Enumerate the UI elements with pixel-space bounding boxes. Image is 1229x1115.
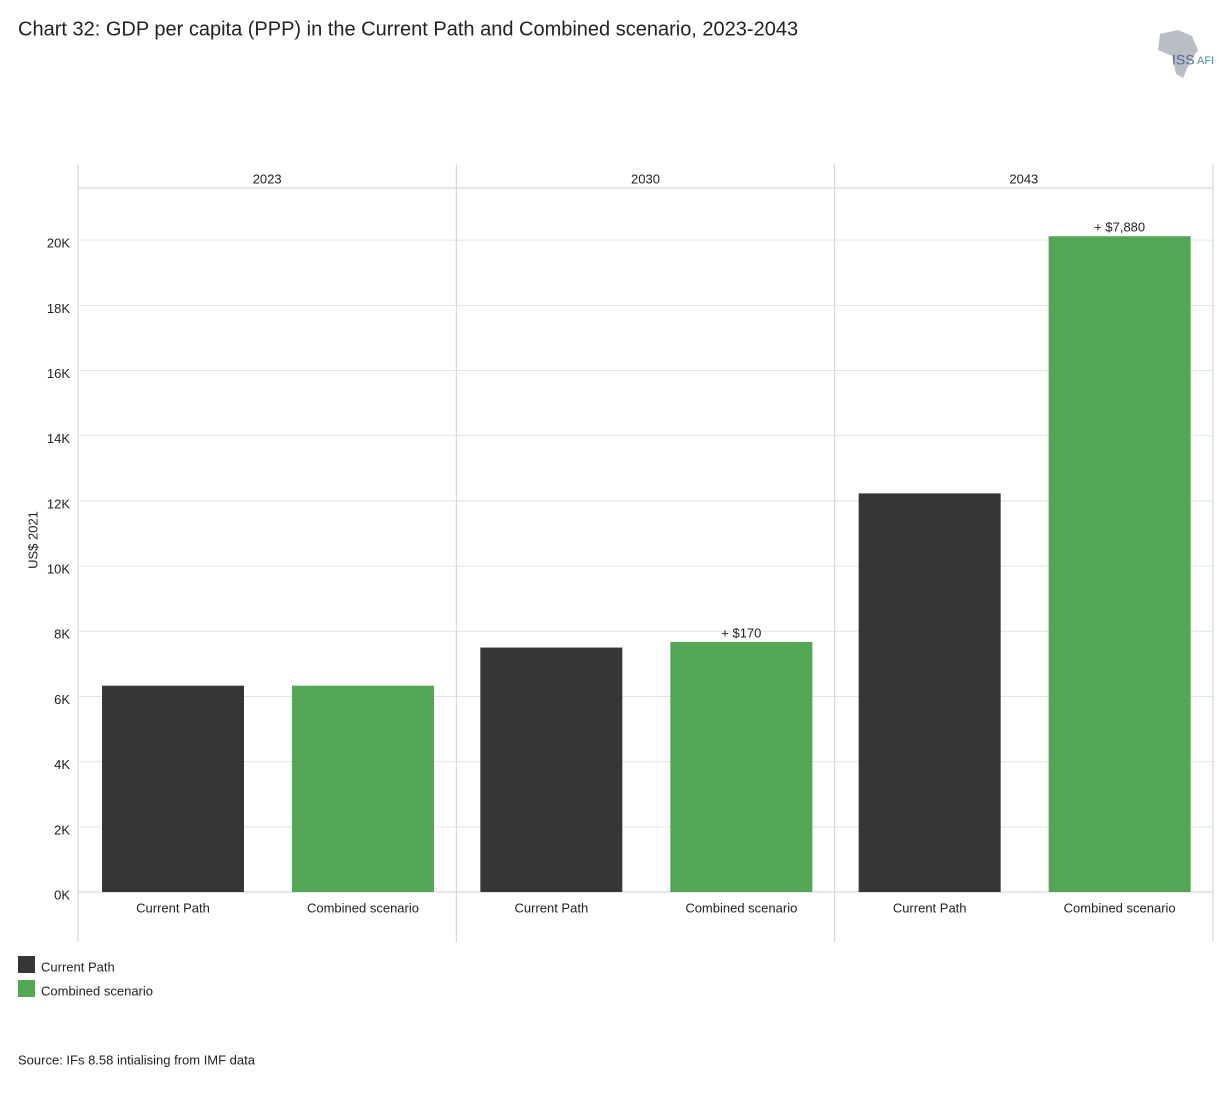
y-tick-label: 6K xyxy=(54,692,70,707)
legend-label: Current Path xyxy=(41,959,115,974)
y-tick-label: 20K xyxy=(47,236,70,251)
bar xyxy=(292,685,434,892)
panel-header: 2043 xyxy=(1009,171,1038,186)
y-axis-label: US$ 2021 xyxy=(25,511,40,569)
annotation: + $170 xyxy=(721,625,761,640)
x-tick-label: Combined scenario xyxy=(307,900,419,915)
y-tick-label: 2K xyxy=(54,822,70,837)
y-tick-label: 8K xyxy=(54,627,70,642)
x-tick-label: Combined scenario xyxy=(685,900,797,915)
annotation: + $7,880 xyxy=(1094,220,1145,235)
x-tick-label: Current Path xyxy=(514,900,588,915)
panel-header: 2030 xyxy=(631,171,660,186)
x-tick-label: Current Path xyxy=(893,900,967,915)
bar xyxy=(1048,236,1191,892)
bar xyxy=(858,493,1001,892)
legend-label: Combined scenario xyxy=(41,983,153,998)
bar xyxy=(480,647,623,892)
x-tick-label: Combined scenario xyxy=(1064,900,1176,915)
legend-swatch xyxy=(18,956,35,973)
legend-swatch xyxy=(18,980,35,997)
y-tick-label: 4K xyxy=(54,757,70,772)
bar xyxy=(670,642,813,892)
y-tick-label: 14K xyxy=(47,431,70,446)
x-tick-label: Current Path xyxy=(136,900,210,915)
y-tick-label: 12K xyxy=(47,496,70,511)
y-tick-label: 18K xyxy=(47,301,70,316)
logo-text: ISS xyxy=(1172,52,1195,68)
source: Source: IFs 8.58 intialising from IMF da… xyxy=(18,1052,256,1067)
bar xyxy=(102,685,244,892)
logo-text: AFI xyxy=(1197,55,1214,67)
panel-header: 2023 xyxy=(253,171,282,186)
logo-map xyxy=(1158,30,1198,78)
y-tick-label: 10K xyxy=(47,562,70,577)
y-tick-label: 16K xyxy=(47,366,70,381)
y-tick-label: 0K xyxy=(54,887,70,902)
chart-title: Chart 32: GDP per capita (PPP) in the Cu… xyxy=(18,18,798,40)
